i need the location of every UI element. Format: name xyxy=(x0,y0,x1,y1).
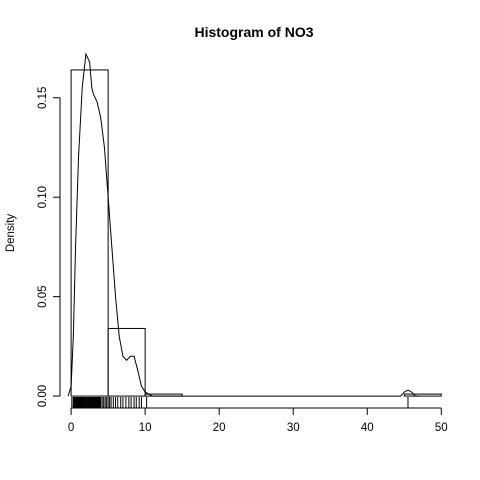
y-axis: 0.00 0.05 0.10 0.15 xyxy=(37,87,61,407)
y-tick-label: 0.15 xyxy=(37,87,49,109)
x-tick-label: 40 xyxy=(361,422,374,434)
x-tick-label: 20 xyxy=(213,422,226,434)
chart-title: Histogram of NO3 xyxy=(194,24,313,40)
y-tick-label: 0.05 xyxy=(37,285,49,307)
density-curve xyxy=(67,52,420,397)
x-tick-label: 0 xyxy=(68,422,74,434)
x-tick-label: 10 xyxy=(139,422,152,434)
rug-marks xyxy=(71,397,409,408)
y-tick-label: 0.10 xyxy=(37,186,49,208)
histogram-bar xyxy=(403,393,442,397)
histogram-bars xyxy=(70,69,442,397)
histogram-bar xyxy=(107,327,146,397)
histogram-bar xyxy=(70,69,109,397)
y-axis-label: Density xyxy=(5,214,17,253)
x-tick-label: 30 xyxy=(287,422,300,434)
x-tick-label: 50 xyxy=(435,422,448,434)
x-axis: 0 10 20 30 40 50 xyxy=(68,407,448,434)
y-tick-label: 0.00 xyxy=(37,385,49,407)
